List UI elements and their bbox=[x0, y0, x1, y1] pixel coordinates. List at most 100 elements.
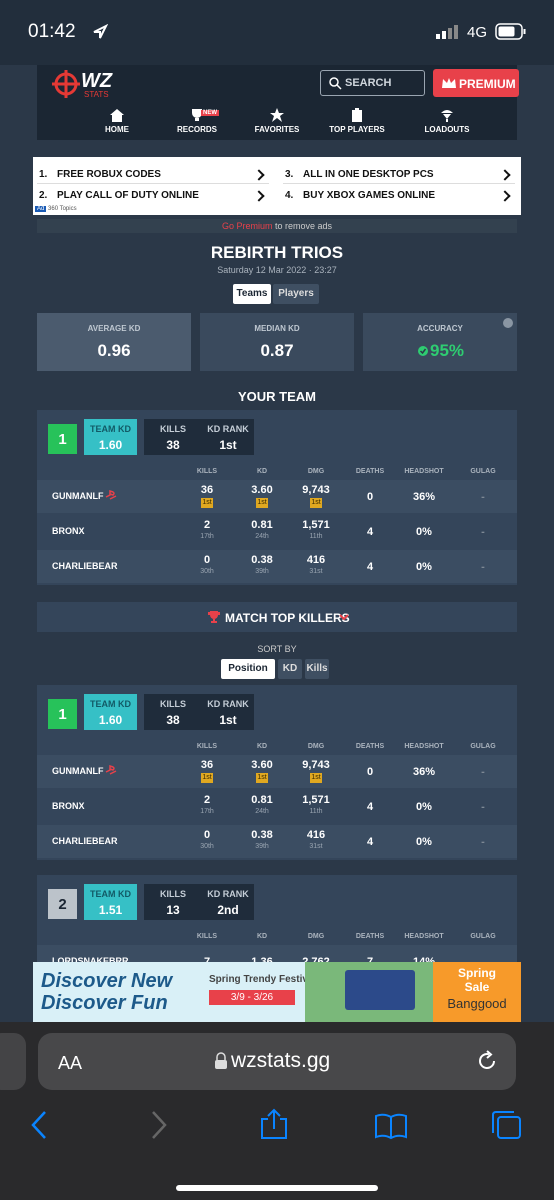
stat-dmg: 9,743 bbox=[302, 759, 330, 771]
stat-rank: 24th bbox=[255, 533, 269, 540]
player-name[interactable]: GUNMANLF bbox=[52, 491, 104, 501]
forward-button[interactable] bbox=[152, 1111, 167, 1139]
team-kills: KILLS 38 bbox=[144, 694, 202, 730]
team-kd: TEAM KD 1.60 bbox=[84, 419, 137, 455]
ad-source: Ad 360 Topics bbox=[35, 206, 77, 212]
nav-icon bbox=[352, 108, 362, 122]
search-icon bbox=[329, 77, 342, 90]
stat-value: 95% bbox=[429, 341, 465, 360]
reload-icon[interactable] bbox=[475, 1049, 499, 1073]
bookmarks-button[interactable] bbox=[375, 1113, 407, 1140]
sort-option[interactable]: Kills bbox=[305, 659, 329, 679]
share-button[interactable] bbox=[261, 1108, 287, 1139]
stat-kills: 0 bbox=[203, 554, 211, 566]
team-kd: TEAM KD 1.51 bbox=[84, 884, 137, 920]
player-row: GUNMANLF 36 1st 3.60 1st 9,743 1st 0 36% - bbox=[37, 755, 517, 788]
tabs-button[interactable] bbox=[492, 1111, 521, 1139]
stat-dmg: 416 bbox=[306, 829, 326, 841]
nav-icon bbox=[441, 110, 453, 122]
nav-item[interactable]: TOP PLAYERS bbox=[317, 105, 397, 140]
match-date: Saturday 12 Mar 2022 · 23:27 bbox=[217, 265, 337, 275]
premium-button[interactable]: PREMIUM bbox=[433, 69, 519, 97]
team-kills-label: KILLS bbox=[160, 424, 186, 434]
team-kd-label: TEAM KD bbox=[90, 889, 131, 899]
team-rank-label: KD RANK bbox=[207, 889, 249, 899]
nav-item[interactable]: HOME bbox=[77, 105, 157, 140]
premium-link[interactable]: Go Premium bbox=[221, 221, 273, 231]
player-row: CHARLIEBEAR 0 30th 0.38 39th 416 31st 4 0% - bbox=[37, 825, 517, 858]
column-header: DMG bbox=[307, 933, 325, 940]
chevron-icon bbox=[339, 614, 349, 621]
stat-gulag: - bbox=[481, 801, 485, 813]
team-kd-value: 1.51 bbox=[98, 903, 123, 917]
nav-item[interactable]: LOADOUTS bbox=[407, 105, 487, 140]
tab[interactable]: Teams bbox=[233, 284, 271, 304]
ad-link[interactable]: 4. BUY XBOX GAMES ONLINE bbox=[283, 186, 515, 205]
player-name[interactable]: LORDSNAKEBRR bbox=[52, 956, 129, 966]
text-size-button[interactable]: AA bbox=[58, 1053, 83, 1073]
stat-deaths: 4 bbox=[366, 561, 374, 573]
team-position: 1 bbox=[48, 424, 77, 454]
tab[interactable]: Players bbox=[273, 284, 319, 304]
sort-option[interactable]: KD bbox=[278, 659, 302, 679]
player-row: BRONX 2 17th 0.81 24th 1,571 11th 4 0% - bbox=[37, 515, 517, 548]
url-bar[interactable]: AA wzstats.gg bbox=[38, 1033, 516, 1090]
nav-item[interactable]: FAVORITES bbox=[237, 105, 317, 140]
team-kills: KILLS 38 bbox=[144, 419, 202, 455]
ad-source-text: 360 Topics bbox=[48, 206, 77, 212]
tabs: Teams Players bbox=[233, 284, 323, 304]
ad-link[interactable]: 3. ALL IN ONE DESKTOP PCS bbox=[283, 165, 515, 184]
column-header: DMG bbox=[307, 743, 325, 750]
stat-rank: 1st bbox=[256, 498, 268, 508]
stat-card: AVERAGE KD 0.96 bbox=[37, 313, 191, 371]
team-kd-label: TEAM KD bbox=[90, 424, 131, 434]
nav-icon bbox=[270, 108, 284, 122]
player-name[interactable]: BRONX bbox=[52, 526, 85, 536]
player-name[interactable]: GUNMANLF bbox=[52, 766, 104, 776]
stat-label: AVERAGE KD bbox=[87, 324, 141, 333]
team-list: 1 TEAM KD 1.60 KILLS 38 KD RANK 1st KILLS KD DMG D… bbox=[37, 410, 517, 1022]
column-header: KILLS bbox=[196, 468, 218, 475]
back-button[interactable] bbox=[31, 1111, 46, 1139]
ad-link[interactable]: 2. PLAY CALL OF DUTY ONLINE bbox=[37, 186, 269, 205]
stat-dmg: 9,743 bbox=[302, 484, 330, 496]
column-header: KD bbox=[256, 468, 268, 475]
ad-link[interactable]: 1. FREE ROBUX CODES bbox=[37, 165, 269, 184]
stat-rank: 39th bbox=[255, 568, 269, 575]
nav-label: TOP PLAYERS bbox=[329, 125, 385, 134]
stat-kd: 0.81 bbox=[251, 794, 273, 806]
stat-rank: 11th bbox=[309, 808, 323, 815]
trophy-icon bbox=[208, 611, 220, 623]
platform-icon bbox=[105, 765, 117, 775]
team-rank: KD RANK 1st bbox=[202, 694, 254, 730]
stat-rank: 1st bbox=[201, 498, 213, 508]
ad-num: 4. bbox=[285, 190, 294, 201]
column-header: GULAG bbox=[470, 468, 496, 475]
player-name[interactable]: CHARLIEBEAR bbox=[52, 561, 118, 571]
team-kills-value: 38 bbox=[166, 438, 180, 452]
stat-label: MEDIAN KD bbox=[254, 324, 300, 333]
player-row: CHARLIEBEAR 0 30th 0.38 39th 416 31st 4 0% - bbox=[37, 550, 517, 583]
search-box[interactable]: SEARCH bbox=[320, 70, 425, 96]
nav-item[interactable]: RECORDS NEW bbox=[157, 105, 237, 140]
stat-kills: 0 bbox=[203, 829, 211, 841]
stat-headshot: 36% bbox=[412, 766, 436, 778]
prev-tab[interactable] bbox=[0, 1033, 26, 1090]
help-icon[interactable] bbox=[503, 318, 513, 328]
nav-bar: HOME RECORDS NEW FAVORITES TOP PLAYERS LOADOU… bbox=[37, 105, 517, 140]
stat-rank: 11th bbox=[309, 533, 323, 540]
logo-sub: STATS bbox=[84, 90, 109, 99]
sort-option[interactable]: Position bbox=[221, 659, 275, 679]
column-header: KD bbox=[256, 743, 268, 750]
stat-dmg: 1,571 bbox=[302, 794, 330, 806]
stat-value: 0.87 bbox=[260, 341, 294, 360]
player-name[interactable]: BRONX bbox=[52, 801, 85, 811]
stat-kills: 2 bbox=[203, 519, 211, 531]
player-name[interactable]: CHARLIEBEAR bbox=[52, 836, 118, 846]
stat-rank: 31st bbox=[309, 568, 323, 575]
toolbar bbox=[31, 1108, 521, 1140]
stat-kd: 0.81 bbox=[251, 519, 273, 531]
ad-sale-panel: Spring Sale Banggood bbox=[433, 962, 521, 1022]
team-rank-value: 1st bbox=[219, 438, 237, 452]
